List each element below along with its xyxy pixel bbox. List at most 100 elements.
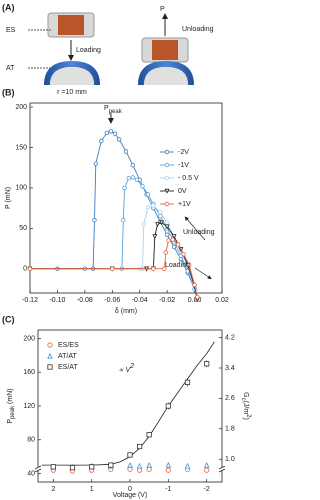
label-radius: r =10 mm (57, 89, 87, 96)
y2-tick-label: 2.6 (225, 395, 235, 402)
legend-marker (47, 352, 53, 359)
marker (93, 161, 99, 166)
x-tick-label: -1 (165, 486, 171, 493)
marker (192, 282, 197, 288)
marker (165, 403, 171, 409)
marker (159, 220, 165, 226)
marker (186, 262, 192, 267)
y2-label-sup: 2 (245, 414, 251, 418)
marker (204, 467, 210, 473)
y2-label-sub: c (240, 398, 246, 401)
legend-marker (164, 201, 170, 207)
marker (184, 462, 191, 469)
axis-break (218, 465, 226, 473)
axis-break-gap (219, 467, 225, 470)
marker (92, 218, 97, 223)
x-axis-label: δ (mm) (115, 308, 137, 315)
y2-tick-label: 3.4 (225, 365, 235, 372)
y-axis-label: P (mN) (5, 187, 12, 209)
x-tick-label: 0 (128, 486, 132, 493)
marker (181, 251, 186, 257)
marker (184, 379, 191, 385)
marker (163, 250, 168, 255)
y2-label-main: G (242, 392, 249, 397)
x-tick-label: 0.00 (188, 297, 202, 304)
marker (175, 242, 181, 247)
legend-label: 0V (178, 188, 187, 195)
y-tick-label: 40 (27, 470, 35, 477)
label-loading: Loading (76, 47, 101, 54)
marker (123, 149, 129, 154)
panel-label: (A) (2, 2, 15, 12)
panel-a: (A) ES Loading AT r =10 mm P Unloading (2, 2, 214, 95)
figure: (A) ES Loading AT r =10 mm P Unloading (… (2, 2, 251, 499)
marker (136, 443, 143, 450)
legend-marker (164, 175, 170, 181)
legend-label: ES/ES (58, 342, 79, 349)
y-tick-label: 200 (23, 335, 35, 342)
x-tick-label: 0.02 (215, 297, 229, 304)
y2-tick-label: 1.0 (225, 456, 235, 463)
cylinder-core (50, 67, 94, 85)
marker (104, 130, 109, 136)
marker (126, 175, 131, 181)
marker (108, 462, 114, 468)
marker (162, 266, 167, 271)
annotation: ∝ V2 (119, 363, 135, 374)
y2-label-unit: (J/m (242, 401, 249, 415)
marker (152, 234, 158, 240)
marker (158, 209, 163, 215)
marker (130, 163, 136, 168)
y2-axis-label: Gc(J/m2) (240, 392, 251, 420)
marker (146, 462, 153, 468)
marker (195, 294, 200, 300)
marker (165, 462, 172, 468)
marker (145, 205, 151, 210)
marker (155, 222, 160, 227)
y-tick-label: 160 (23, 369, 35, 376)
y-tick-label: 150 (15, 144, 27, 151)
marker (151, 266, 156, 271)
marker (204, 361, 210, 367)
x-tick-label: -0.08 (77, 297, 93, 304)
y-label-unit: (mN) (7, 388, 14, 406)
marker (127, 462, 133, 468)
legend-label: -1V (178, 162, 189, 169)
y-tick-label: 200 (15, 104, 27, 111)
marker (134, 177, 140, 183)
marker (108, 129, 114, 134)
marker (158, 213, 163, 219)
y-tick-label: 120 (23, 403, 35, 410)
series-line (30, 205, 198, 300)
marker (136, 467, 143, 473)
marker (166, 238, 171, 243)
peak-label: Ppeak (104, 105, 123, 115)
label-es: ES (6, 27, 16, 34)
legend-marker (47, 364, 53, 370)
marker (116, 137, 122, 142)
marker (171, 244, 177, 250)
axis-break-gap (35, 467, 41, 470)
legend-label: +1V (178, 201, 191, 208)
fit-line (41, 341, 215, 466)
x-tick-label: 2 (51, 486, 55, 493)
annotation-sup: 2 (129, 363, 134, 370)
marker (171, 234, 177, 240)
x-tick-label: -2 (204, 486, 210, 493)
marker (127, 452, 133, 458)
annotation-arrow (194, 267, 212, 280)
marker (164, 220, 170, 225)
marker (164, 224, 170, 230)
x-tick-label: 1 (90, 486, 94, 493)
label-force: P (160, 6, 165, 13)
series-line (30, 130, 198, 300)
marker (122, 185, 127, 191)
panel-label: (B) (2, 87, 15, 97)
legend-marker (47, 342, 53, 348)
marker (136, 462, 143, 469)
x-axis-label: Voltage (V) (113, 492, 148, 499)
annotation-arrow (184, 216, 206, 241)
y-tick-label: 0 (23, 266, 27, 273)
y-axis-label: Ppeak (mN) (7, 388, 16, 423)
annotation-loading: Loading (165, 262, 190, 269)
